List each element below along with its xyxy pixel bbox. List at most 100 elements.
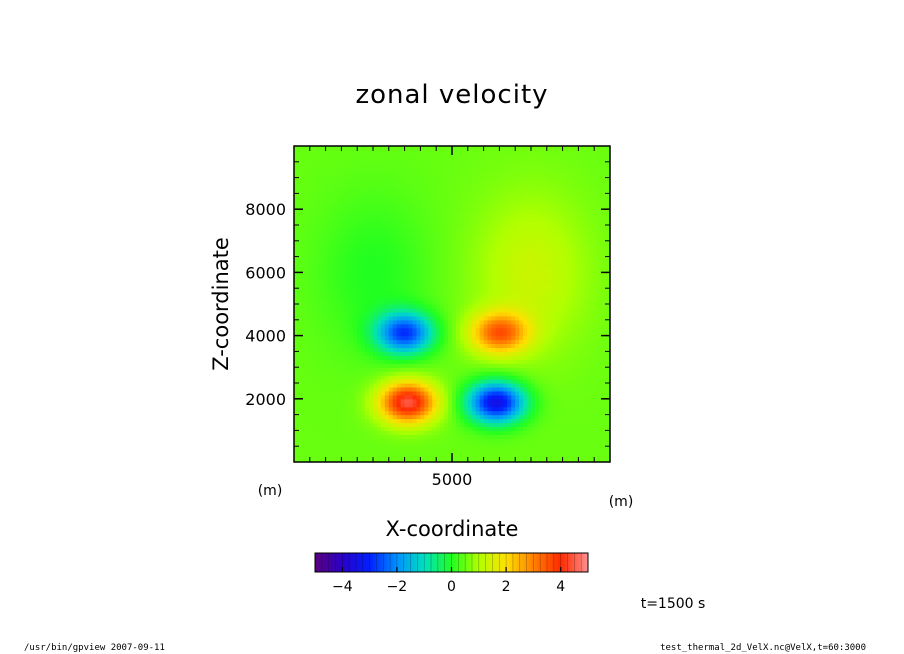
heat-cell [321,205,327,210]
heat-cell [341,153,346,159]
heat-cell [455,252,461,258]
heat-cell [294,442,299,447]
heat-cell [396,307,402,313]
heat-cell [471,327,477,333]
heat-cell [400,315,406,321]
heat-cell [373,347,378,352]
heat-cell [424,236,429,242]
heat-cell [349,351,354,356]
heat-cell [376,217,382,222]
heat-cell [376,244,382,250]
heat-cell [317,232,323,238]
heat-cell [534,422,540,428]
heat-cell [392,292,398,297]
heat-cell [353,454,358,459]
heat-cell [499,300,504,305]
heat-cell [448,221,453,226]
heat-cell [349,272,354,277]
heat-cell [475,157,481,163]
heat-cell [313,185,319,191]
heat-cell [479,146,485,151]
heat-cell [523,149,528,155]
heat-cell [369,394,374,400]
heat-cell [511,268,516,273]
heat-cell [475,185,481,191]
heat-cell [321,319,327,325]
heat-cell [388,311,394,317]
heat-cell [519,422,524,428]
heat-cell [297,225,303,230]
heat-cell [463,157,469,163]
heat-cell [483,177,489,183]
heat-cell [380,232,386,238]
heat-cell [515,454,520,459]
heat-cell [313,300,319,305]
heat-cell [499,307,504,313]
heat-cell [365,189,370,194]
heat-cell [531,149,536,155]
heat-cell [463,367,469,372]
heat-cell [361,209,366,214]
heat-cell [294,446,299,451]
heat-cell [424,355,429,360]
heat-cell [329,375,335,380]
heat-cell [297,454,303,459]
heat-cell [400,379,406,384]
heat-cell [455,296,461,301]
heat-cell [448,458,453,462]
heat-cell [487,347,493,352]
heat-cell [412,339,418,345]
heat-cell [467,173,473,179]
heat-cell [503,209,508,214]
heat-cell [515,426,520,431]
heat-cell [483,343,489,349]
heat-cell [444,394,449,400]
heat-cell [392,402,398,408]
heat-cell [440,398,445,404]
heat-cell [471,256,477,262]
heat-cell [376,379,382,384]
heat-cell [531,236,536,242]
heat-cell [294,236,299,242]
heat-cell [412,169,418,175]
heat-cell [483,157,489,163]
heat-cell [416,363,421,368]
heat-cell [455,394,461,400]
heat-cell [420,371,425,376]
heat-cell [471,390,477,396]
heat-cell [321,343,327,349]
heat-cell [384,173,390,179]
heat-cell [408,327,414,333]
heat-cell [499,383,504,388]
heat-cell [345,177,350,183]
heat-cell [384,386,390,392]
heat-cell [301,260,307,266]
heat-cell [475,197,481,202]
heat-cell [519,319,524,325]
heat-cell [408,157,414,163]
heat-cell [534,236,540,242]
heat-cell [416,169,421,175]
heat-cell [404,217,410,222]
heat-cell [404,157,410,163]
heat-cell [471,379,477,384]
heat-cell [534,335,540,341]
heat-cell [313,319,319,325]
heat-cell [297,351,303,356]
heat-cell [515,367,520,372]
heat-cell [400,418,406,424]
heat-cell [436,197,441,202]
heat-cell [309,236,315,242]
heat-cell [503,394,508,400]
heat-cell [388,351,394,356]
heat-cell [455,161,461,167]
heat-cell [511,232,516,238]
heat-cell [321,331,327,337]
heat-cell [491,319,497,325]
heat-cell [388,410,394,416]
heat-cell [396,146,402,151]
heat-cell [455,426,461,431]
heat-cell [317,209,323,214]
heat-cell [333,157,339,163]
heat-cell [313,410,319,416]
